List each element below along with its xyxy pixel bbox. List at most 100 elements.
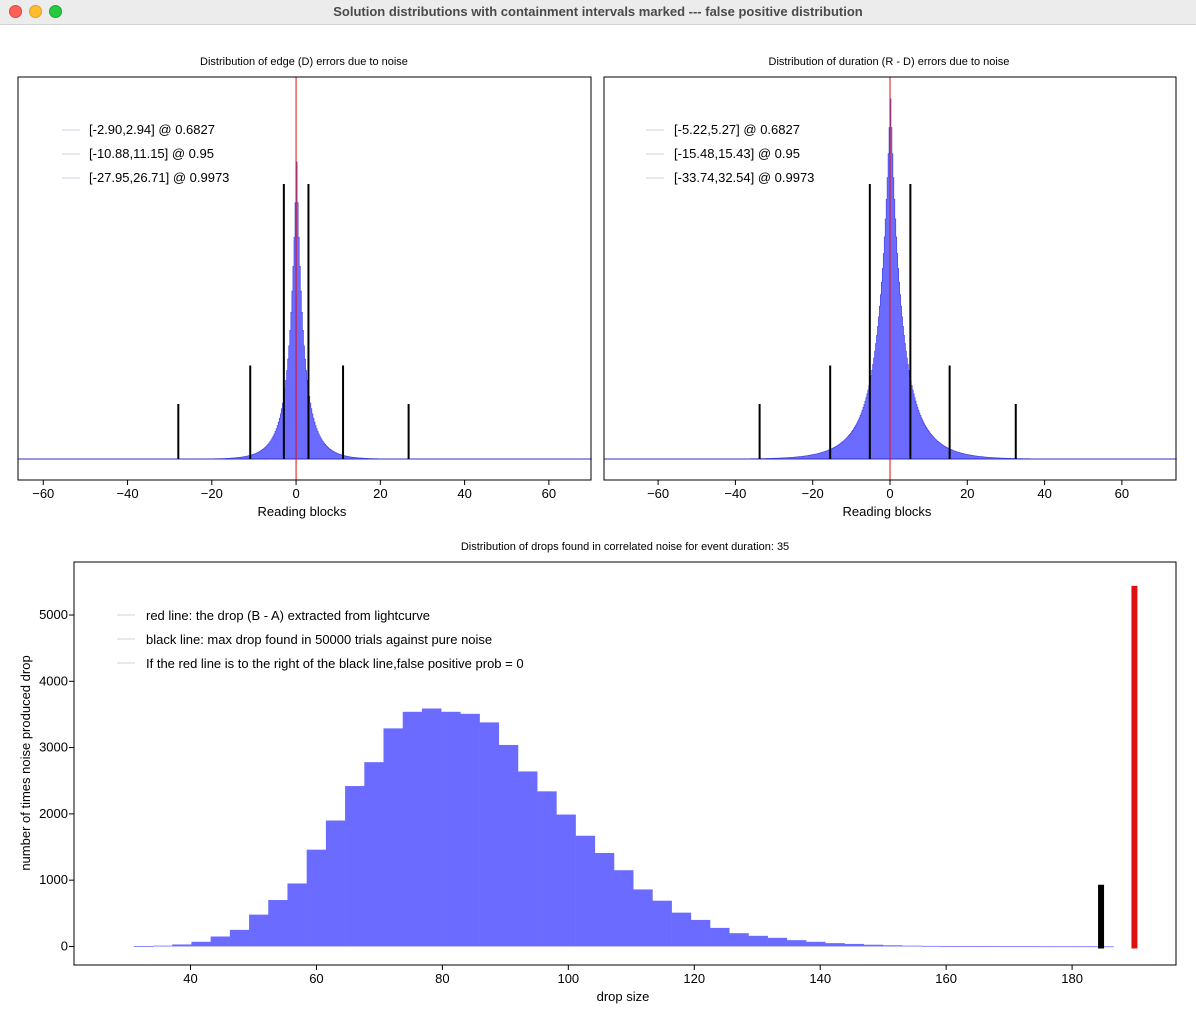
histogram-bar xyxy=(690,919,711,947)
histogram-bar xyxy=(729,933,749,947)
histogram-bar xyxy=(402,711,423,947)
legend-entry: [-27.95,26.71] @ 0.9973 xyxy=(89,170,229,185)
histogram-bar xyxy=(441,711,461,947)
y-axis: 0 1000 2000 3000 4000 5000 xyxy=(39,607,74,953)
legend-entry: [-2.90,2.94] @ 0.6827 xyxy=(89,122,215,137)
histogram-bar xyxy=(133,946,154,947)
x-axis: 40 60 80 100 120 140 160 180 xyxy=(183,965,1083,986)
histogram-bar xyxy=(1055,946,1076,948)
histogram-bar xyxy=(710,927,730,947)
window-titlebar: Solution distributions with containment … xyxy=(0,0,1196,25)
x-tick-label: −40 xyxy=(724,486,746,501)
plot-frame xyxy=(17,76,592,481)
interval-lines xyxy=(758,77,1017,480)
legend-entry: If the red line is to the right of the b… xyxy=(146,656,524,671)
histogram-bar xyxy=(306,849,327,947)
histogram-bar xyxy=(421,708,442,947)
window-title: Solution distributions with containment … xyxy=(333,4,863,19)
y-tick-label: 4000 xyxy=(39,673,68,688)
histogram-bar xyxy=(575,835,596,947)
figure-canvas: Distribution of edge (D) errors due to n… xyxy=(17,56,1177,1004)
histogram-bar xyxy=(383,728,404,947)
histogram-bar xyxy=(652,900,672,947)
legend: [-5.22,5.27] @ 0.6827 [-15.48,15.43] @ 0… xyxy=(646,122,814,185)
x-tick-label: −60 xyxy=(647,486,669,501)
histogram-bar xyxy=(1074,946,1095,948)
histogram xyxy=(133,708,1114,948)
close-window-button[interactable] xyxy=(9,5,22,18)
histogram-bar xyxy=(613,870,634,947)
legend-entry: [-5.22,5.27] @ 0.6827 xyxy=(674,122,800,137)
x-tick-label: 120 xyxy=(683,971,705,986)
histogram-bar xyxy=(633,889,653,947)
histogram-bar xyxy=(882,945,903,947)
histogram-bar xyxy=(537,791,557,947)
minimize-window-button[interactable] xyxy=(29,5,42,18)
histogram-bar xyxy=(287,883,307,947)
histogram-bar xyxy=(1017,946,1037,948)
histogram-bar xyxy=(978,946,999,947)
x-tick-label: −40 xyxy=(117,486,139,501)
x-tick-label: 40 xyxy=(183,971,197,986)
chart-title: Distribution of edge (D) errors due to n… xyxy=(200,56,408,68)
histogram-bar xyxy=(825,943,845,947)
histogram-bar xyxy=(191,941,211,947)
x-tick-label: 100 xyxy=(557,971,579,986)
plot-frame xyxy=(73,561,1177,966)
histogram-bar xyxy=(806,941,826,947)
histogram-bar xyxy=(594,852,615,947)
x-tick-label: 180 xyxy=(1061,971,1083,986)
histogram-bar xyxy=(325,820,346,947)
x-axis: −60 −40 −20 0 20 40 60 xyxy=(647,480,1129,501)
x-axis-label: Reading blocks xyxy=(843,504,932,519)
x-axis-label: drop size xyxy=(597,989,650,1004)
legend: red line: the drop (B - A) extracted fro… xyxy=(117,608,524,671)
x-axis: −60 −40 −20 0 20 40 60 xyxy=(32,480,556,501)
chart-edge-errors: Distribution of edge (D) errors due to n… xyxy=(17,56,593,519)
maximize-window-button[interactable] xyxy=(49,5,62,18)
histogram-bar xyxy=(517,771,538,947)
legend-entry: [-10.88,11.15] @ 0.95 xyxy=(89,146,214,161)
histogram-bar xyxy=(1036,946,1057,948)
y-axis-label: number of times noise produced drop xyxy=(18,655,33,870)
chart-title: Distribution of drops found in correlate… xyxy=(461,541,789,553)
histogram-bar xyxy=(863,944,884,947)
x-tick-label: 80 xyxy=(435,971,449,986)
y-tick-label: 0 xyxy=(61,938,68,953)
histogram-bar xyxy=(998,946,1018,948)
histogram-bar xyxy=(172,944,192,947)
x-tick-label: 0 xyxy=(886,486,893,501)
histogram-bar xyxy=(268,900,288,947)
legend: [-2.90,2.94] @ 0.6827 [-10.88,11.15] @ 0… xyxy=(62,122,229,185)
legend-entry: [-15.48,15.43] @ 0.95 xyxy=(674,146,800,161)
histogram-bar xyxy=(460,713,480,947)
x-tick-label: 40 xyxy=(1037,486,1051,501)
x-tick-label: 60 xyxy=(309,971,323,986)
histogram-bar xyxy=(767,937,788,947)
x-tick-label: 40 xyxy=(457,486,471,501)
histogram-bar xyxy=(345,786,365,947)
x-tick-label: −20 xyxy=(802,486,824,501)
histogram-bar xyxy=(902,945,922,947)
histogram-bar xyxy=(786,940,807,947)
histogram-area xyxy=(18,161,593,460)
x-axis-label: Reading blocks xyxy=(258,504,347,519)
x-tick-label: 60 xyxy=(1115,486,1129,501)
histogram-bar xyxy=(844,943,864,947)
histogram-bar xyxy=(229,929,250,947)
x-tick-label: 20 xyxy=(373,486,387,501)
y-tick-label: 5000 xyxy=(39,607,68,622)
histogram-bar xyxy=(748,935,768,947)
legend-entry: red line: the drop (B - A) extracted fro… xyxy=(146,608,430,623)
x-tick-label: −20 xyxy=(201,486,223,501)
histogram-bar xyxy=(210,936,231,947)
x-tick-label: 160 xyxy=(935,971,957,986)
chart-title: Distribution of duration (R - D) errors … xyxy=(769,56,1010,68)
x-tick-label: 20 xyxy=(960,486,974,501)
x-tick-label: 140 xyxy=(809,971,831,986)
chart-drop-distribution: Distribution of drops found in correlate… xyxy=(18,541,1177,1004)
histogram-bar xyxy=(671,912,692,947)
histogram xyxy=(18,161,593,460)
y-tick-label: 1000 xyxy=(39,872,68,887)
marker-lines xyxy=(1098,585,1138,949)
